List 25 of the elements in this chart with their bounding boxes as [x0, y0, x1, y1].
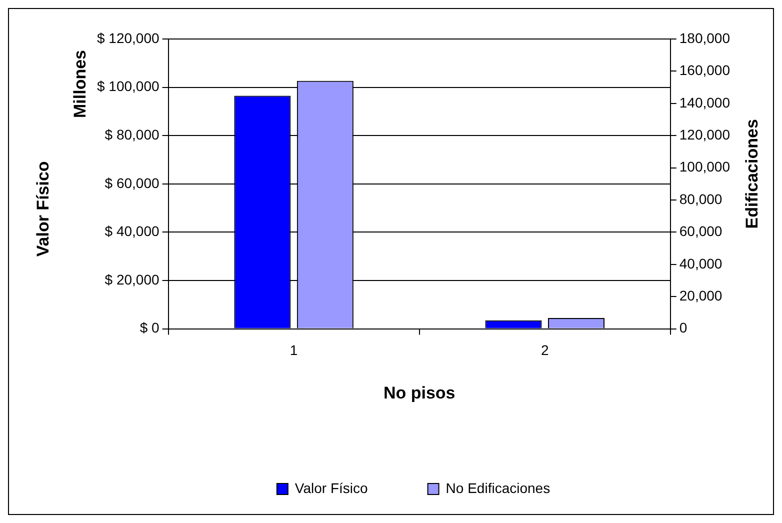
y2-tick-label: 160,000 — [679, 62, 730, 78]
y-axis-title: Valor Físico — [34, 161, 53, 257]
y2-axis-title: Edificaciones — [742, 119, 762, 229]
y2-tick-label: 80,000 — [679, 190, 722, 207]
x-tick-label: 1 — [290, 342, 298, 358]
y-tick-label: $ 100,000 — [96, 78, 160, 94]
y-tick-label: $ 40,000 — [104, 223, 160, 240]
x-tick-label: 2 — [540, 342, 549, 358]
y2-tick-label: 120,000 — [679, 126, 730, 142]
y2-tick-label: 60,000 — [679, 223, 722, 240]
y-tick-label: $ 60,000 — [104, 174, 160, 191]
y2-tick-label: 180,000 — [679, 30, 730, 46]
legend-label: No Edificaciones — [446, 480, 550, 496]
y-tick-label: $ 120,000 — [96, 30, 160, 46]
y2-tick-label: 140,000 — [679, 94, 730, 110]
y-tick-label: $ 0 — [140, 320, 160, 336]
y-tick-label: $ 80,000 — [104, 126, 160, 142]
x-axis-title: No pisos — [383, 383, 456, 402]
y2-tick-label: 40,000 — [679, 255, 722, 272]
y2-tick-label: 100,000 — [679, 158, 730, 175]
legend-label: Valor Físico — [294, 480, 368, 496]
y-tick-label: $ 20,000 — [104, 271, 160, 288]
y2-tick-label: 0 — [679, 320, 688, 336]
text: Millones — [70, 50, 90, 118]
y2-tick-label: 20,000 — [679, 287, 722, 304]
